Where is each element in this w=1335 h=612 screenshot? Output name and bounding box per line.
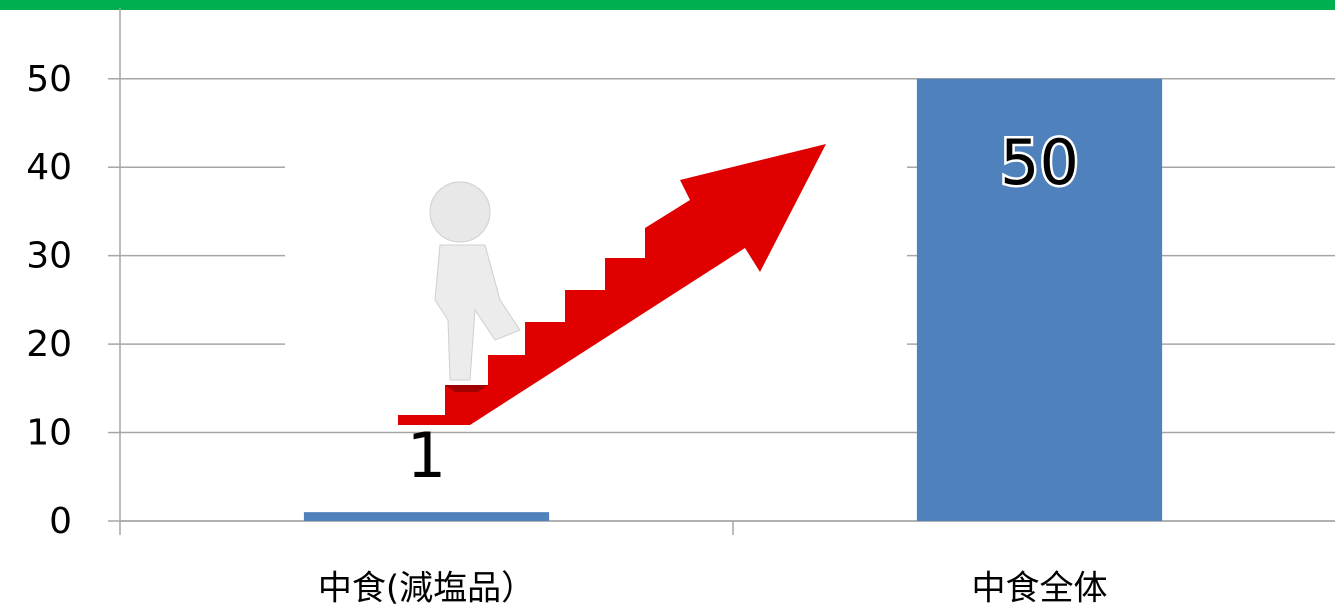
bar [916,78,1163,522]
figure-body [434,244,521,381]
y-tick-label: 10 [26,413,72,454]
x-tick-label: 中食全体 [972,569,1108,609]
y-tick-label: 0 [49,501,72,542]
y-tick-label: 50 [26,59,72,100]
y-tick-label: 30 [26,236,72,277]
staircase-arrow [398,144,826,425]
data-label: 50 [1000,126,1079,199]
data-label: 1 [407,419,446,492]
top-stripe [0,0,1335,10]
step-shadow [445,385,488,392]
x-tick-label: 中食(減塩品） [318,569,535,609]
illustration-background [285,80,907,426]
y-tick-label: 20 [26,324,72,365]
plot: 0 10 20 30 40 50 中食(減塩品） 1 中食全体 50 [26,8,1335,609]
bar [303,512,550,521]
y-tick-label: 40 [26,147,72,188]
figure-head [429,181,491,243]
illustration [285,80,907,426]
